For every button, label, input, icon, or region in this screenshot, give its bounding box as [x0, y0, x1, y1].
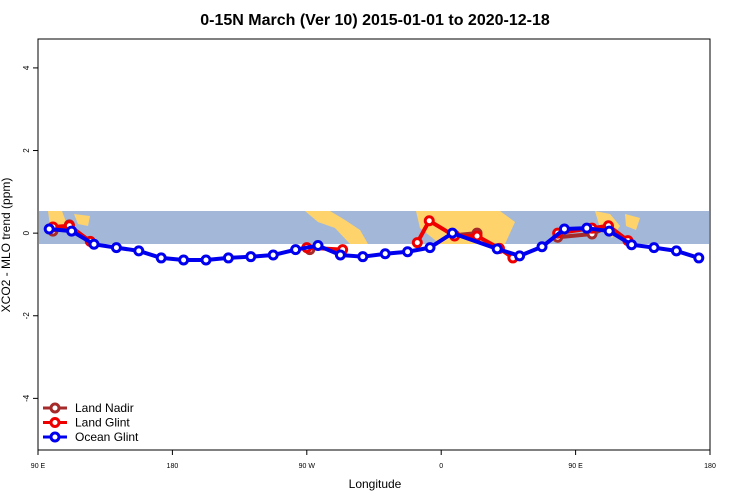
data-point	[581, 222, 593, 234]
data-point	[424, 242, 436, 254]
data-point	[334, 249, 346, 261]
data-point	[200, 254, 212, 266]
y-tick-label: -2	[22, 312, 31, 320]
x-tick-label: 90 W	[299, 463, 316, 470]
data-point	[446, 227, 458, 239]
data-point	[379, 248, 391, 260]
data-point	[110, 242, 122, 254]
data-point	[670, 245, 682, 257]
chart-title: 0-15N March (Ver 10) 2015-01-01 to 2020-…	[200, 12, 550, 29]
data-point	[626, 239, 638, 251]
x-axis-label: Longitude	[349, 477, 402, 491]
data-point	[648, 242, 660, 254]
y-axis-label: XCO2 - MLO trend (ppm)	[0, 178, 13, 313]
data-point	[423, 215, 435, 227]
legend-marker	[49, 431, 61, 443]
legend-marker	[49, 402, 61, 414]
y-tick-label: -4	[22, 394, 31, 402]
plot-frame	[37, 38, 711, 451]
data-point	[155, 252, 167, 264]
data-point	[536, 241, 548, 253]
legend-label: Ocean Glint	[75, 430, 139, 444]
data-point	[411, 237, 423, 249]
data-point	[357, 251, 369, 263]
x-tick-label: 0	[439, 463, 443, 470]
x-tick-label: 180	[704, 463, 716, 470]
y-tick-label: 0	[22, 230, 31, 235]
data-point	[693, 252, 705, 264]
data-point	[491, 243, 503, 255]
data-point	[133, 245, 145, 257]
x-tick-label: 180	[167, 463, 179, 470]
x-tick-label: 90 E	[568, 463, 583, 470]
data-point	[43, 223, 55, 235]
data-point	[312, 240, 324, 252]
data-point	[267, 249, 279, 261]
data-point	[245, 251, 257, 263]
data-point	[402, 246, 414, 258]
y-tick-label: 2	[22, 148, 31, 153]
y-tick-label: 4	[22, 65, 31, 70]
data-point	[178, 254, 190, 266]
data-point	[558, 223, 570, 235]
x-tick-label: 90 E	[31, 463, 46, 470]
data-point	[603, 225, 615, 237]
data-point	[66, 225, 78, 237]
data-point	[290, 244, 302, 256]
data-point	[514, 250, 526, 262]
legend-label: Land Glint	[75, 416, 130, 430]
legend-marker	[49, 417, 61, 428]
legend-label: Land Nadir	[75, 401, 134, 415]
data-point	[88, 238, 100, 250]
data-point	[222, 252, 234, 264]
series-line	[557, 223, 630, 243]
